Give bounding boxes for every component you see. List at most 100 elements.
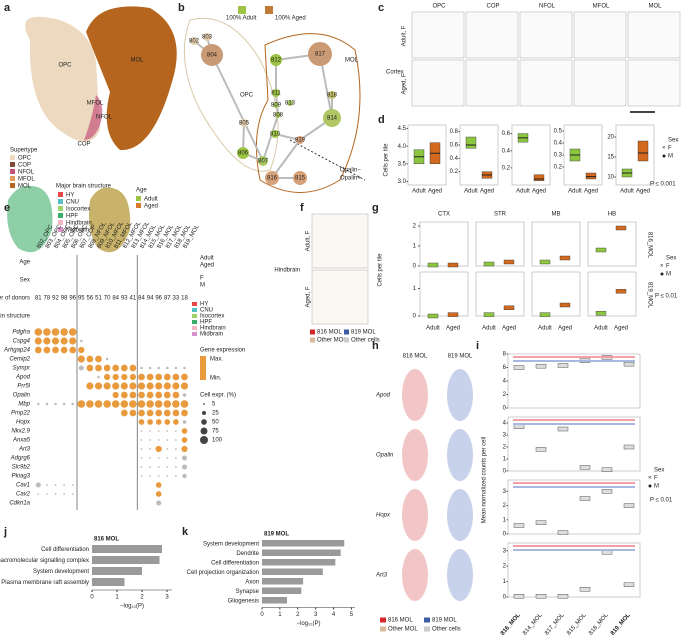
dot (77, 355, 85, 363)
annotation: Opalin+ (340, 176, 361, 182)
y-tick-label: 3.5 (398, 161, 407, 167)
legend-label: OPC (18, 156, 32, 162)
panel-label: h (372, 340, 379, 352)
legend-label: F (666, 264, 670, 270)
box (513, 594, 525, 599)
bar (92, 578, 125, 586)
x-tick-label: 2 (296, 612, 300, 618)
legend-swatch (136, 196, 141, 201)
x-tick-label: 1 (115, 595, 119, 601)
axis-title: −log₁₀(P) (296, 621, 320, 627)
column-title: MFOL (593, 4, 610, 10)
x-tick-label: Aged (428, 189, 442, 195)
y-tick-label: 3.0 (398, 179, 407, 185)
legend-label: Adult (144, 197, 158, 203)
legend-label: Hindbrain (200, 326, 226, 332)
dot (166, 448, 169, 450)
umap-blob (447, 369, 473, 421)
x-tick-label: 0 (260, 612, 264, 618)
row-title: Major brain structure (0, 314, 31, 320)
dot (181, 373, 188, 381)
box (579, 587, 591, 592)
dot (138, 391, 145, 399)
box (513, 424, 525, 429)
y-tick-label: 1 (503, 457, 507, 463)
legend-label: M (668, 154, 673, 160)
legend-swatch (10, 183, 15, 188)
dot (37, 402, 40, 406)
legend-symbol: × (662, 146, 666, 152)
legend-title: Cell expr. (%) (200, 393, 236, 399)
dot (181, 445, 188, 453)
dot (112, 391, 119, 399)
size-key (200, 436, 208, 444)
node-label: 816 (267, 176, 278, 182)
legend-label: HPF (66, 214, 78, 220)
dot (146, 391, 154, 399)
legend-label: Other cells (432, 627, 461, 633)
legend-swatch (310, 337, 315, 343)
graph-node (271, 130, 279, 138)
y-tick-label: 4 (503, 421, 507, 427)
dot (69, 346, 77, 354)
panel-label: e (4, 202, 10, 214)
gene-label: Pmp22 (11, 411, 31, 417)
size-key (200, 427, 208, 435)
node-label: 812 (271, 58, 282, 64)
graph-edge (274, 133, 301, 141)
dot (147, 419, 153, 425)
gene-label: Arhgap24 (3, 348, 31, 354)
column-title: STR (494, 212, 507, 218)
dot (140, 475, 143, 477)
panel-label: j (3, 526, 7, 538)
box (623, 582, 635, 587)
legend-label: 819 MOL (351, 330, 376, 336)
legend-title: Sex (666, 256, 676, 262)
legend-label: M (200, 283, 205, 289)
gene-label: Anxa5 (12, 438, 31, 444)
category-label: System development (33, 569, 89, 575)
plot-frame (419, 221, 469, 267)
legend-label: Midbrain (66, 228, 89, 234)
panel-label: c (378, 2, 384, 14)
gene-label: Opalin (13, 393, 31, 399)
axis-title: −log₁₀(P) (120, 604, 144, 610)
legend-label: F (654, 476, 658, 482)
panel-label: b (178, 2, 185, 14)
node-label: 803 (202, 35, 213, 41)
box (427, 262, 439, 268)
x-tick-label: 2 (140, 595, 144, 601)
dot (163, 400, 172, 408)
dot (103, 382, 111, 390)
dot (163, 382, 171, 390)
y-tick-label: 3 (503, 489, 507, 495)
dot (166, 466, 169, 468)
legend-label: Isocortex (200, 314, 224, 320)
dot (172, 400, 180, 408)
legend-label: 816 MOL (317, 330, 342, 336)
dot (175, 466, 177, 468)
dot (51, 337, 60, 345)
row-title: Number of donors (0, 296, 30, 302)
gene-label: Art3 (375, 573, 388, 579)
legend-swatch (136, 203, 141, 208)
donor-count: 56 (87, 296, 94, 302)
dot (148, 366, 152, 370)
donor-count: 93 (121, 296, 128, 302)
y-tick-label: 0.4 (502, 148, 511, 154)
box (615, 289, 627, 294)
tile (519, 59, 573, 107)
dot (157, 466, 160, 468)
legend-label: NFOL (18, 170, 35, 176)
dot (182, 420, 187, 424)
legend-label: HPF (200, 320, 212, 326)
y-tick-label: 4.5 (398, 126, 407, 132)
umap-age (89, 187, 131, 253)
umap-nfol (84, 95, 103, 140)
x-tick-label: Aged (558, 326, 572, 332)
y-tick-label: 0.6 (450, 143, 459, 149)
legend-title: Major brain structure (56, 184, 112, 190)
box (483, 312, 495, 317)
box (623, 503, 635, 508)
dot (80, 339, 83, 343)
